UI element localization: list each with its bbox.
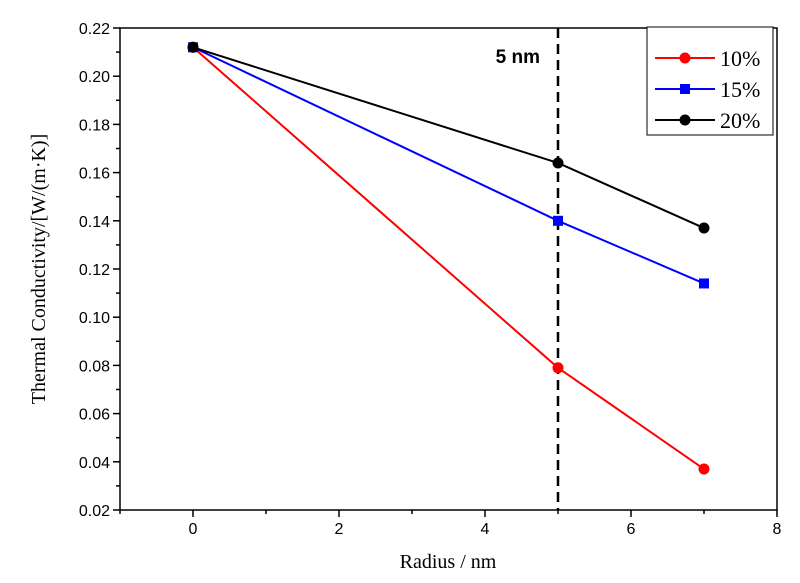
x-axis-label: Radius / nm <box>400 551 497 573</box>
y-tick-label: 0.18 <box>79 117 110 134</box>
x-tick-label: 2 <box>335 521 344 538</box>
y-tick-label: 0.16 <box>79 166 110 183</box>
y-tick-label: 0.08 <box>79 358 110 375</box>
series-line-15pct <box>192 46 705 285</box>
annotation-5nm: 5 nm <box>496 47 540 68</box>
series-line-20pct <box>192 46 705 229</box>
y-tick-label: 0.06 <box>79 407 110 424</box>
x-tick-label: 6 <box>627 521 636 538</box>
y-tick-label: 0.20 <box>79 69 110 86</box>
data-point <box>698 463 710 475</box>
y-tick-label: 0.04 <box>79 455 110 472</box>
y-tick-label: 0.14 <box>79 214 110 231</box>
data-point <box>552 362 564 374</box>
legend-label: 10% <box>720 46 760 71</box>
legend: 10% 15% 20% <box>646 26 774 136</box>
legend-marker <box>679 52 691 64</box>
y-tick-label: 0.22 <box>79 21 110 38</box>
series-line-10pct <box>192 46 705 470</box>
y-tick-label: 0.12 <box>79 262 110 279</box>
x-tick-label: 4 <box>481 521 490 538</box>
data-point <box>698 222 710 234</box>
legend-marker <box>680 84 690 94</box>
y-axis-label: Thermal Conductivity/[W/(m·K)] <box>28 134 50 404</box>
legend-label: 15% <box>720 77 760 102</box>
data-point <box>187 41 199 53</box>
legend-marker <box>679 114 691 126</box>
legend-box <box>646 26 774 136</box>
x-tick-label: 0 <box>189 521 198 538</box>
data-point <box>699 278 709 289</box>
data-point <box>553 215 563 226</box>
y-tick-label: 0.10 <box>79 310 110 327</box>
legend-label: 20% <box>720 108 760 133</box>
data-point <box>552 157 564 169</box>
y-tick-label: 0.02 <box>79 503 110 520</box>
x-tick-label: 8 <box>773 521 782 538</box>
